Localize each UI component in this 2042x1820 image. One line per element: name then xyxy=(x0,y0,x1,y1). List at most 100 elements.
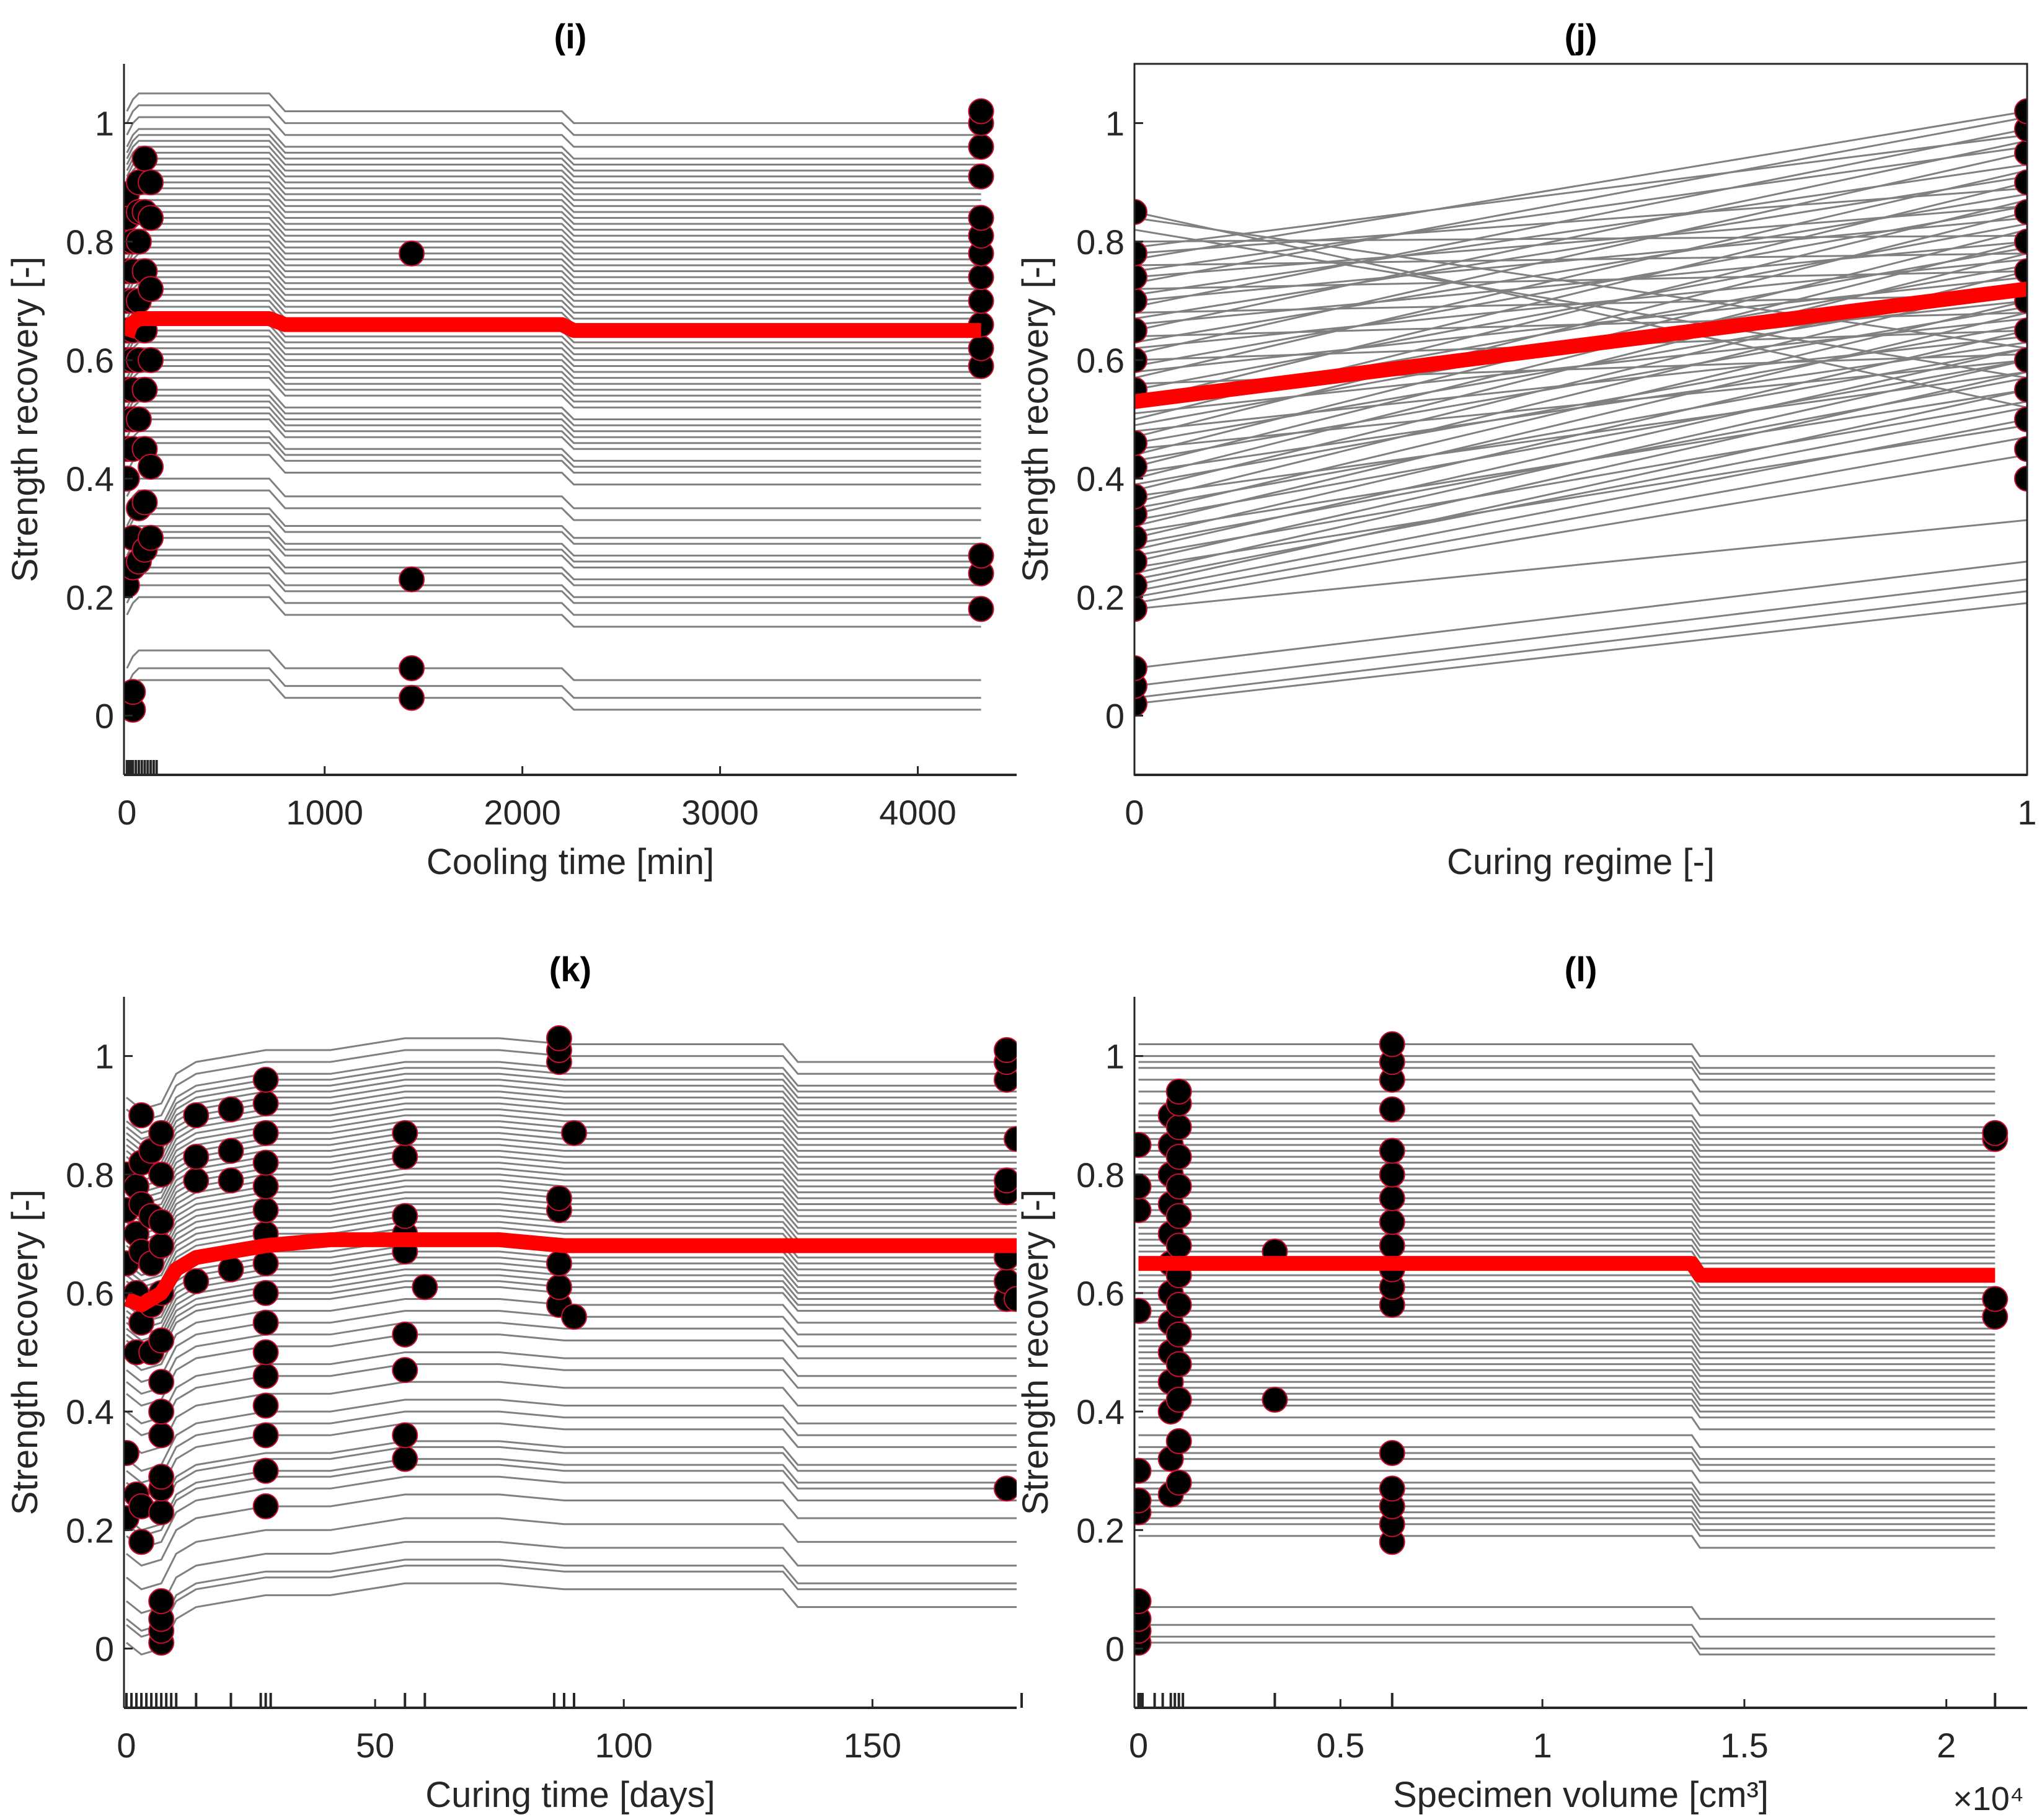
observed-point xyxy=(131,376,158,403)
observed-point xyxy=(148,1161,175,1188)
x-tick-label: 2000 xyxy=(484,793,561,832)
ice-curve xyxy=(1134,389,2027,586)
ice-curve xyxy=(126,1108,1017,1182)
subplot-i: 0 0.2 0.4 0.6 0.8 1 0 1000 2000 3000 4000 (i) Coolin… xyxy=(5,17,1017,882)
ice-curve xyxy=(126,549,981,581)
y-tick-label: 0.8 xyxy=(66,1155,114,1195)
plot-area xyxy=(1134,1031,2009,1656)
ice-curve xyxy=(1134,436,2027,598)
observed-point xyxy=(252,1339,279,1366)
ice-curve xyxy=(126,276,981,308)
ice-curve xyxy=(1134,590,2027,699)
observed-point xyxy=(1134,1173,1152,1199)
observed-point xyxy=(1379,1185,1405,1211)
observed-point xyxy=(252,1250,279,1277)
observed-point xyxy=(1165,1173,1192,1199)
ice-curve xyxy=(1134,252,2027,267)
ice-curve xyxy=(126,418,981,450)
ice-curve xyxy=(126,217,981,249)
y-tick-label: 0 xyxy=(1105,1629,1125,1668)
ice-curve xyxy=(126,1517,1017,1591)
subplot-l: 0 0.2 0.4 0.6 0.8 1 0 0.5 1 1.5 2 (l) Specimen volum… xyxy=(1015,950,2027,1818)
ice-curve xyxy=(1134,371,2027,498)
observed-point xyxy=(1134,483,1147,510)
ice-curve xyxy=(1134,116,2027,285)
ice-curve xyxy=(126,146,981,178)
ice-curve xyxy=(126,139,981,172)
ice-curve xyxy=(126,454,981,486)
observed-point xyxy=(1134,317,1147,344)
ice-curve xyxy=(126,1144,1017,1217)
ice-curve xyxy=(126,406,981,438)
observed-point xyxy=(399,566,425,593)
ice-curve xyxy=(126,507,981,539)
ice-curve xyxy=(1134,359,2027,450)
observed-point xyxy=(1379,1031,1405,1058)
ice-curve xyxy=(1134,454,2027,604)
y-tick-label: 0 xyxy=(95,1629,114,1668)
ice-curve xyxy=(126,1398,1017,1472)
observed-point xyxy=(252,1493,279,1520)
observed-point xyxy=(968,264,994,291)
observed-points xyxy=(124,1025,1017,1656)
subplot-j: 0 0.2 0.4 0.6 0.8 1 0 1 (j) Curing regime [-] Stre… xyxy=(1015,17,2037,882)
observed-point xyxy=(399,655,425,681)
observed-point xyxy=(1134,430,1147,456)
y-tick-label: 0.6 xyxy=(1076,341,1125,380)
ice-curve xyxy=(126,365,981,397)
observed-point xyxy=(1004,1286,1017,1312)
y-tick-label: 0.6 xyxy=(66,1274,114,1313)
y-tick-label: 0.8 xyxy=(1076,1155,1125,1195)
observed-point xyxy=(131,489,158,516)
y-tick-label: 0.4 xyxy=(66,1392,114,1431)
subplot-title: (j) xyxy=(1565,17,1598,56)
pdp-average-line xyxy=(124,311,981,339)
observed-point xyxy=(561,1120,588,1146)
y-axis-label: Strength recovery [-] xyxy=(1015,257,1056,582)
observed-point xyxy=(148,1588,175,1614)
ice-curve xyxy=(126,394,981,426)
y-tick-label: 0 xyxy=(95,696,114,735)
observed-point xyxy=(1134,524,1147,551)
ice-curve xyxy=(126,341,981,373)
observed-point xyxy=(968,335,994,361)
ice-curve xyxy=(1134,134,2027,249)
ice-curve xyxy=(1134,217,2027,350)
ice-curve xyxy=(126,175,981,207)
ice-curve xyxy=(126,1257,1017,1330)
ice-curve xyxy=(126,412,981,444)
ice-curve xyxy=(1138,1434,1996,1448)
ice-curve xyxy=(126,531,981,563)
observed-point xyxy=(2014,317,2027,344)
subplot-title: (l) xyxy=(1565,950,1598,989)
observed-point xyxy=(392,1203,418,1229)
y-tick-label: 0.2 xyxy=(66,1511,114,1550)
observed-point xyxy=(1134,548,1147,575)
ice-curve xyxy=(1138,1090,1996,1105)
observed-point xyxy=(2014,258,2027,285)
ice-curve xyxy=(1138,1043,1996,1058)
x-tick-label: 0 xyxy=(117,793,136,832)
observed-point xyxy=(183,1268,210,1294)
y-tick-label: 0.8 xyxy=(1076,223,1125,262)
ice-curve xyxy=(126,1215,1017,1289)
subplot-k: 0 0.2 0.4 0.6 0.8 1 0 50 100 150 (k) Curing time [d… xyxy=(5,950,1023,1815)
observed-point xyxy=(148,1120,175,1146)
observed-point xyxy=(1165,1232,1192,1259)
observed-point xyxy=(2014,198,2027,225)
ice-curve xyxy=(126,134,981,166)
ice-curve xyxy=(126,537,981,568)
observed-point xyxy=(1982,1120,2009,1146)
observed-point xyxy=(993,1037,1017,1064)
x-tick-label: 1 xyxy=(1533,1726,1552,1765)
ice-curves xyxy=(1134,110,2027,705)
ice-curve xyxy=(126,1067,1017,1141)
ice-curve xyxy=(126,436,981,468)
ice-curve xyxy=(1134,282,2027,503)
observed-point xyxy=(392,1120,418,1146)
y-tick-label: 0.4 xyxy=(66,459,114,498)
observed-point xyxy=(1134,198,1147,225)
observed-point xyxy=(1165,1114,1192,1141)
y-tick-label: 1 xyxy=(95,104,114,143)
observed-point xyxy=(392,1357,418,1384)
